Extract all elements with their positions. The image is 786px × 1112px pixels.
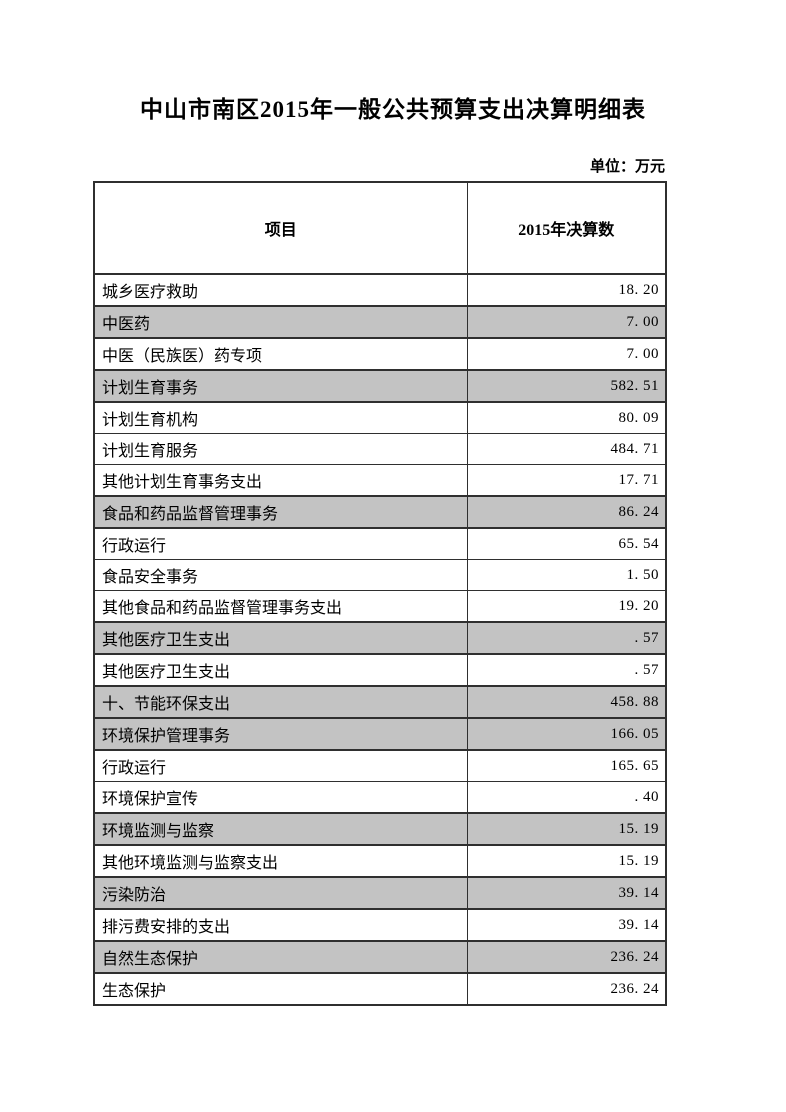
table-row: 计划生育服务 484. 71 — [93, 433, 667, 465]
row-value-cell: 484. 71 — [466, 433, 667, 465]
row-label-cell: 环境保护宣传 — [93, 781, 468, 814]
table-row: 食品安全事务 1. 50 — [93, 559, 667, 591]
table-row: 生态保护 236. 24 — [93, 972, 667, 1006]
row-value-cell: 39. 14 — [466, 876, 667, 910]
table-body: 城乡医疗救助 18. 20 中医药 7. 00 中医（民族医）药专项 7. 00… — [93, 273, 667, 1006]
row-value-cell: 458. 88 — [466, 685, 667, 719]
table-row: 环境保护宣传 . 40 — [93, 781, 667, 814]
table-row: 行政运行 65. 54 — [93, 527, 667, 560]
row-value-cell: 7. 00 — [466, 337, 667, 371]
row-label-cell: 污染防治 — [93, 876, 468, 910]
row-value-cell: 236. 24 — [466, 972, 667, 1006]
row-value-cell: 236. 24 — [466, 940, 667, 974]
row-value-cell: 80. 09 — [466, 401, 667, 434]
row-value-cell: 165. 65 — [466, 749, 667, 782]
row-value-cell: 582. 51 — [466, 369, 667, 403]
row-label-cell: 生态保护 — [93, 972, 468, 1006]
table-row: 其他食品和药品监督管理事务支出 19. 20 — [93, 590, 667, 623]
row-value-cell: 1. 50 — [466, 559, 667, 591]
row-label-cell: 行政运行 — [93, 527, 468, 560]
row-label-cell: 其他环境监测与监察支出 — [93, 844, 468, 878]
row-value-cell: 7. 00 — [466, 305, 667, 339]
row-label-cell: 计划生育服务 — [93, 433, 468, 465]
budget-table: 项目 2015年决算数 城乡医疗救助 18. 20 中医药 7. 00 中医（民… — [93, 181, 667, 1006]
row-label-cell: 计划生育机构 — [93, 401, 468, 434]
column-header-final-accounts: 2015年决算数 — [466, 181, 667, 275]
table-row: 环境监测与监察 15. 19 — [93, 812, 667, 846]
row-value-cell: 18. 20 — [466, 273, 667, 307]
row-value-cell: 19. 20 — [466, 590, 667, 623]
row-label-cell: 中医药 — [93, 305, 468, 339]
row-value-cell: 15. 19 — [466, 844, 667, 878]
table-row: 自然生态保护 236. 24 — [93, 940, 667, 974]
table-row: 十、节能环保支出 458. 88 — [93, 685, 667, 719]
page-title: 中山市南区2015年一般公共预算支出决算明细表 — [140, 97, 646, 122]
table-row: 环境保护管理事务 166. 05 — [93, 717, 667, 751]
row-value-cell: . 57 — [466, 621, 667, 655]
row-label-cell: 城乡医疗救助 — [93, 273, 468, 307]
table-row: 其他计划生育事务支出 17. 71 — [93, 464, 667, 497]
row-label-cell: 环境监测与监察 — [93, 812, 468, 846]
row-label-cell: 食品和药品监督管理事务 — [93, 495, 468, 529]
table-row: 其他环境监测与监察支出 15. 19 — [93, 844, 667, 878]
table-section: 单位：万元 项目 2015年决算数 城乡医疗救助 18. 20 中医药 7. 0… — [93, 155, 667, 1006]
row-value-cell: . 40 — [466, 781, 667, 814]
table-row: 城乡医疗救助 18. 20 — [93, 273, 667, 307]
row-label-cell: 行政运行 — [93, 749, 468, 782]
row-value-cell: . 57 — [466, 653, 667, 687]
row-value-cell: 39. 14 — [466, 908, 667, 942]
row-value-cell: 65. 54 — [466, 527, 667, 560]
row-label-cell: 其他计划生育事务支出 — [93, 464, 468, 497]
row-label-cell: 自然生态保护 — [93, 940, 468, 974]
table-row: 食品和药品监督管理事务 86. 24 — [93, 495, 667, 529]
table-row: 污染防治 39. 14 — [93, 876, 667, 910]
row-value-cell: 166. 05 — [466, 717, 667, 751]
row-label-cell: 排污费安排的支出 — [93, 908, 468, 942]
row-value-cell: 86. 24 — [466, 495, 667, 529]
column-header-item: 项目 — [93, 181, 468, 275]
table-row: 中医（民族医）药专项 7. 00 — [93, 337, 667, 371]
row-label-cell: 十、节能环保支出 — [93, 685, 468, 719]
row-label-cell: 计划生育事务 — [93, 369, 468, 403]
row-label-cell: 环境保护管理事务 — [93, 717, 468, 751]
row-label-cell: 中医（民族医）药专项 — [93, 337, 468, 371]
table-row: 其他医疗卫生支出 . 57 — [93, 621, 667, 655]
unit-label: 单位：万元 — [589, 159, 665, 175]
table-row: 行政运行 165. 65 — [93, 749, 667, 782]
row-label-cell: 其他食品和药品监督管理事务支出 — [93, 590, 468, 623]
row-label-cell: 食品安全事务 — [93, 559, 468, 591]
table-row: 中医药 7. 00 — [93, 305, 667, 339]
table-row: 计划生育机构 80. 09 — [93, 401, 667, 434]
table-row: 计划生育事务 582. 51 — [93, 369, 667, 403]
row-value-cell: 17. 71 — [466, 464, 667, 497]
table-row: 排污费安排的支出 39. 14 — [93, 908, 667, 942]
table-header-row: 项目 2015年决算数 — [93, 181, 667, 275]
row-label-cell: 其他医疗卫生支出 — [93, 621, 468, 655]
row-label-cell: 其他医疗卫生支出 — [93, 653, 468, 687]
table-row: 其他医疗卫生支出 . 57 — [93, 653, 667, 687]
row-value-cell: 15. 19 — [466, 812, 667, 846]
